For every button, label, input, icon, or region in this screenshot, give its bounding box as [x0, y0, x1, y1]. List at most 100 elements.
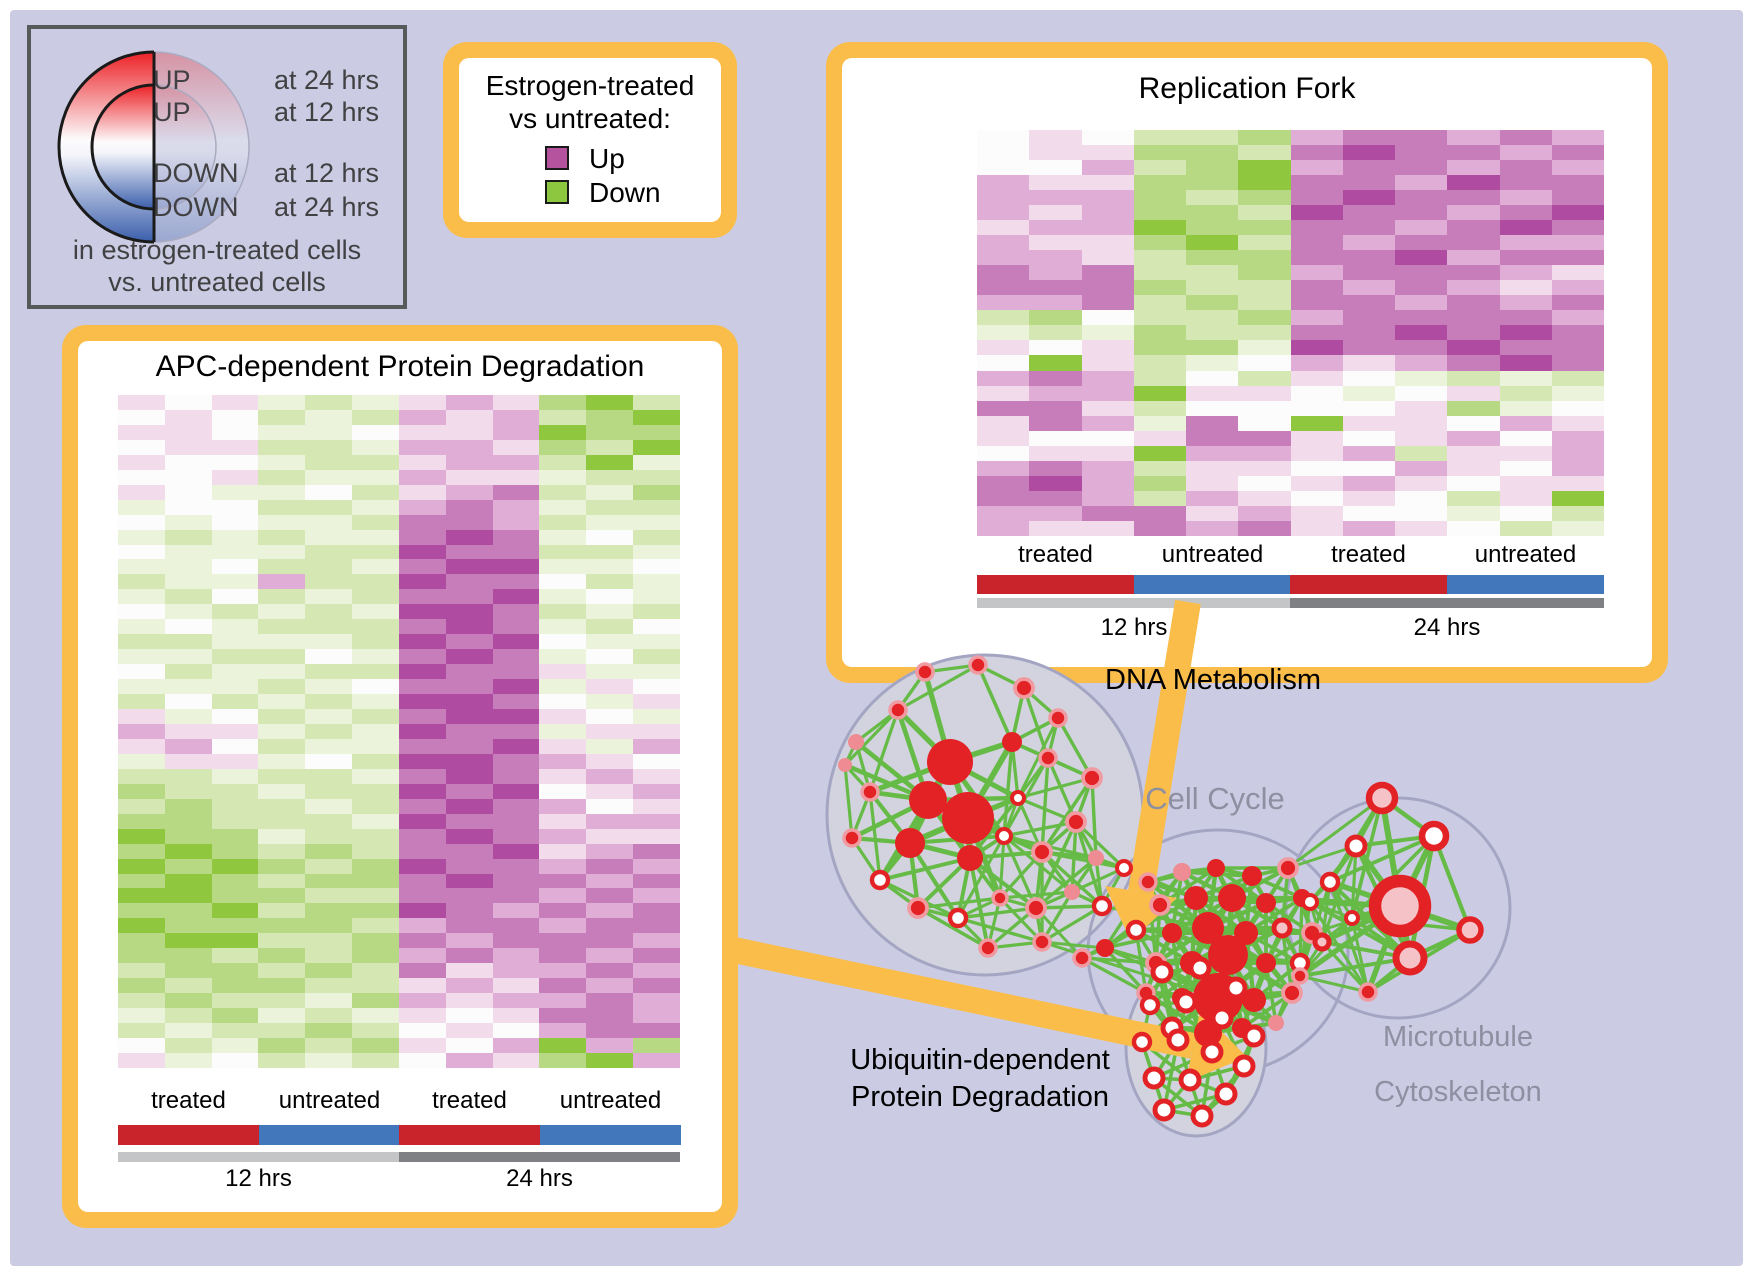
apc-heatmap: [118, 395, 680, 1068]
time-24-label: 24 hrs: [506, 1165, 573, 1192]
network-node-q: [1013, 677, 1035, 699]
heatmap-cell: [977, 340, 1030, 356]
heatmap-cell: [539, 544, 587, 560]
heatmap-cell: [1342, 490, 1395, 506]
heatmap-cell: [258, 783, 306, 799]
heatmap-cell: [1499, 370, 1552, 386]
heatmap-cell: [1447, 265, 1500, 281]
heatmap-cell: [1499, 325, 1552, 341]
heatmap-cell: [258, 499, 306, 515]
heatmap-cell: [445, 559, 493, 575]
heatmap-cell: [398, 424, 446, 440]
heatmap-cell: [164, 993, 212, 1009]
heatmap-cell: [1499, 310, 1552, 326]
updown-row: DOWN at 12 hrs: [31, 158, 403, 188]
heatmap-cell: [492, 738, 540, 754]
untreated-bar: [540, 1125, 681, 1145]
heatmap-cell: [352, 873, 399, 889]
network-node-w: [1190, 1104, 1214, 1128]
heatmap-cell: [492, 439, 540, 455]
heatmap-cell: [258, 843, 306, 859]
heatmap-cell: [1447, 385, 1500, 401]
network-node-w: [1232, 1054, 1256, 1078]
heatmap-cell: [118, 903, 165, 919]
heatmap-cell: [1238, 190, 1291, 206]
network-node-r: [1256, 893, 1276, 913]
heatmap-cell: [1133, 445, 1186, 461]
heatmap-cell: [1447, 475, 1500, 491]
network-node-q: [1072, 948, 1092, 968]
heatmap-cell: [445, 619, 493, 635]
heatmap-cell: [977, 325, 1030, 341]
heatmap-cell: [1499, 490, 1552, 506]
heatmap-cell: [977, 385, 1030, 401]
heatmap-cell: [1238, 250, 1291, 266]
network-edge: [1002, 834, 1074, 894]
network-edge: [868, 790, 882, 882]
heatmap-cell: [164, 768, 212, 784]
heatmap-cell: [492, 978, 540, 994]
heatmap-cell: [305, 1038, 353, 1054]
heatmap-cell: [211, 544, 259, 560]
heatmap-cell: [1447, 310, 1500, 326]
heatmap-cell: [211, 439, 259, 455]
heatmap-cell: [1029, 325, 1082, 341]
heatmap-cell: [211, 723, 259, 739]
heatmap-cell: [1290, 415, 1343, 431]
heatmap-cell: [539, 738, 587, 754]
heatmap-cell: [211, 873, 259, 889]
network-edge: [843, 763, 854, 840]
heatmap-cell: [1186, 235, 1239, 251]
heatmap-cell: [1133, 175, 1186, 191]
heatmap-cell: [1342, 430, 1395, 446]
heatmap-cell: [977, 265, 1030, 281]
heatmap-cell: [258, 828, 306, 844]
heatmap-cell: [633, 768, 680, 784]
heatmap-cell: [211, 963, 259, 979]
heatmap-cell: [586, 484, 634, 500]
heatmap-cell: [586, 694, 634, 710]
network-node-r: [1256, 953, 1276, 973]
heatmap-cell: [586, 978, 634, 994]
heatmap-cell: [258, 918, 306, 934]
network-node-r: [1192, 912, 1224, 944]
network-node-r: [1242, 988, 1266, 1012]
heatmap-cell: [539, 753, 587, 769]
heatmap-cell: [398, 694, 446, 710]
heatmap-cell: [539, 873, 587, 889]
heatmap-cell: [118, 948, 165, 964]
heatmap-cell: [1551, 520, 1604, 536]
heatmap-cell: [258, 469, 306, 485]
network-node-w: [1139, 994, 1161, 1016]
heatmap-cell: [211, 813, 259, 829]
heatmap-cell: [164, 753, 212, 769]
heatmap-cell: [164, 679, 212, 695]
heatmap-cell: [1133, 370, 1186, 386]
heatmap-cell: [1447, 295, 1500, 311]
heatmap-cell: [539, 813, 587, 829]
heatmap-cell: [539, 439, 587, 455]
heatmap-cell: [211, 619, 259, 635]
heatmap-cell: [492, 694, 540, 710]
network-node-r: [1242, 866, 1262, 886]
heatmap-cell: [164, 574, 212, 590]
heatmap-cell: [1238, 400, 1291, 416]
heatmap-cell: [118, 738, 165, 754]
heatmap-cell: [1029, 145, 1082, 161]
heatmap-cell: [1186, 460, 1239, 476]
heatmap-cell: [164, 798, 212, 814]
heatmap-cell: [977, 220, 1030, 236]
heatmap-cell: [1029, 280, 1082, 296]
heatmap-cell: [211, 798, 259, 814]
heatmap-cell: [445, 858, 493, 874]
heatmap-cell: [305, 768, 353, 784]
heatmap-cell: [305, 903, 353, 919]
network-edge: [1090, 776, 1098, 860]
network-nodes: [838, 655, 1484, 1128]
network-node-w: [1344, 910, 1360, 926]
heatmap-cell: [539, 559, 587, 575]
heatmap-cell: [492, 544, 540, 560]
network-node-s: [1064, 884, 1080, 900]
heatmap-cell: [398, 1008, 446, 1024]
heatmap-cell: [118, 514, 165, 530]
